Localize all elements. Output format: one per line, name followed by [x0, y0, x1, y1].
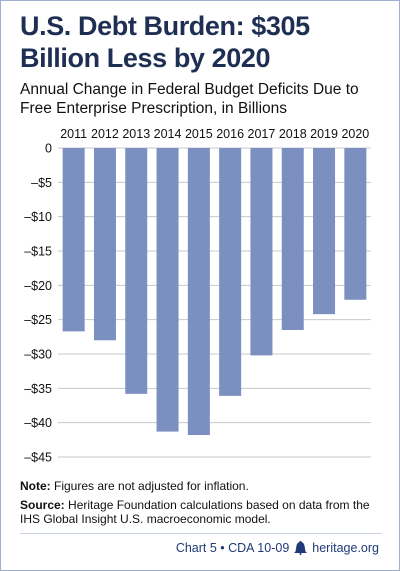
y-tick-label: –$10: [24, 210, 52, 224]
y-tick-label: –$20: [24, 279, 52, 293]
note-text: Figures are not adjusted for inflation.: [54, 479, 249, 493]
x-tick-label: 2014: [154, 127, 182, 141]
y-tick-label: –$15: [24, 245, 52, 259]
liberty-bell-icon: [294, 541, 308, 555]
note: Note: Figures are not adjusted for infla…: [20, 479, 390, 493]
bar-2020: [344, 148, 367, 300]
x-tick-label: 2016: [216, 127, 244, 141]
note-label: Note:: [20, 479, 51, 493]
bar-2012: [93, 148, 116, 341]
y-tick-label: –$5: [31, 176, 52, 190]
y-tick-label: –$45: [24, 451, 52, 465]
x-tick-label: 2011: [60, 127, 87, 141]
bar-2019: [313, 148, 336, 315]
x-tick-label: 2013: [122, 127, 150, 141]
footer: Chart 5 • CDA 10-09 heritage.org: [176, 541, 379, 555]
source-text: Heritage Foundation calculations based o…: [20, 498, 370, 526]
bar-2017: [250, 148, 273, 356]
chart-subtitle: Annual Change in Federal Budget Deficits…: [20, 81, 359, 117]
bar-chart: 0 –$5 –$10 –$15 –$20 –$25 –$30 –$35 –$40 –$45 2011…: [24, 127, 371, 465]
x-tick-label: 2019: [310, 127, 338, 141]
y-tick-label: –$25: [24, 313, 52, 327]
source: Source: Heritage Foundation calculations…: [20, 498, 390, 526]
y-tick-label: 0: [45, 142, 52, 156]
x-tick-label: 2020: [341, 127, 369, 141]
bar-2016: [219, 148, 242, 396]
bar-2018: [281, 148, 304, 330]
footer-divider: [20, 533, 382, 534]
x-tick-label: 2015: [185, 127, 213, 141]
y-tick-label: –$40: [24, 416, 52, 430]
bar-2011: [62, 148, 85, 332]
chart-title: U.S. Debt Burden: $305 Billion Less by 2…: [20, 11, 310, 73]
x-tick-label: 2018: [279, 127, 307, 141]
site-link[interactable]: heritage.org: [312, 541, 379, 555]
bar-2014: [156, 148, 179, 432]
x-tick-label: 2012: [91, 127, 119, 141]
y-tick-label: –$35: [24, 382, 52, 396]
y-tick-label: –$30: [24, 348, 52, 362]
source-label: Source:: [20, 498, 65, 512]
bar-2015: [187, 148, 210, 436]
chart-reference: Chart 5 • CDA 10-09: [175, 541, 290, 555]
x-tick-label: 2017: [248, 127, 276, 141]
bar-2013: [125, 148, 148, 394]
